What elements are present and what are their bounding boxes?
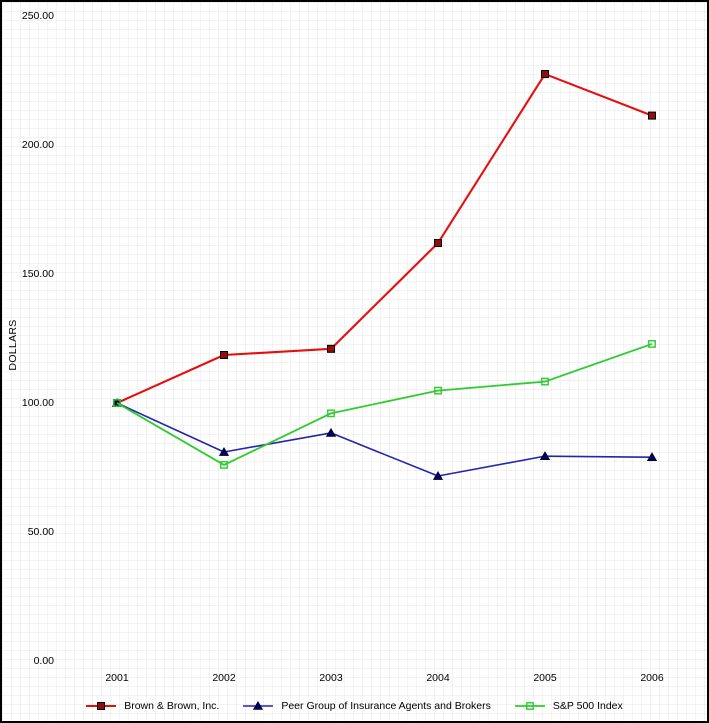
x-tick-label: 2005 xyxy=(533,672,557,684)
data-point-marker xyxy=(218,447,230,456)
data-point-marker xyxy=(646,452,658,461)
data-point-marker xyxy=(220,461,228,469)
legend-item: Peer Group of Insurance Agents and Broke… xyxy=(243,700,491,712)
y-tick-label: 0.00 xyxy=(33,654,54,667)
y-tick-label: 100.00 xyxy=(21,396,54,409)
legend-label: Peer Group of Insurance Agents and Broke… xyxy=(281,700,491,712)
x-tick-label: 2002 xyxy=(212,672,236,684)
legend-item: Brown & Brown, Inc. xyxy=(86,700,219,712)
y-axis-title: DOLLARS xyxy=(7,319,19,371)
series-line xyxy=(116,343,653,466)
series-line xyxy=(116,73,653,404)
legend-marker-icon xyxy=(86,702,117,710)
data-point-marker xyxy=(434,386,442,395)
data-point-marker xyxy=(648,111,656,120)
data-point-marker xyxy=(541,377,549,386)
x-tick-label: 2003 xyxy=(319,672,343,684)
series-1 xyxy=(113,70,656,407)
x-tick-label: 2004 xyxy=(426,672,450,684)
y-tick-label: 200.00 xyxy=(21,138,54,151)
x-tick-label: 2006 xyxy=(640,672,664,684)
y-tick-label: 50.00 xyxy=(27,525,54,538)
data-point-marker xyxy=(648,340,656,348)
series-3 xyxy=(113,340,656,469)
legend-marker xyxy=(253,701,264,710)
series-2 xyxy=(111,398,658,480)
legend-marker-icon xyxy=(514,702,545,710)
x-tick-label: 2001 xyxy=(105,672,129,684)
data-point-marker xyxy=(327,344,335,353)
legend-item: S&P 500 Index xyxy=(514,700,623,712)
data-point-marker xyxy=(434,239,442,248)
y-tick-label: 250.00 xyxy=(21,9,54,22)
data-point-marker xyxy=(327,409,335,418)
legend-marker-icon xyxy=(243,701,274,710)
legend-marker xyxy=(97,702,106,710)
chart-legend: Brown & Brown, Inc. Peer Group of Insuran… xyxy=(2,700,707,712)
legend-marker xyxy=(525,702,534,710)
data-point-marker xyxy=(432,471,444,480)
y-tick-label: 150.00 xyxy=(21,267,54,280)
data-point-marker xyxy=(541,70,549,79)
data-point-marker xyxy=(220,351,228,360)
data-point-marker xyxy=(539,451,551,460)
legend-label: Brown & Brown, Inc. xyxy=(124,700,220,712)
legend-label: S&P 500 Index xyxy=(552,700,623,712)
data-point-marker xyxy=(325,427,337,437)
series-line xyxy=(116,402,653,477)
data-point-marker xyxy=(113,399,121,407)
